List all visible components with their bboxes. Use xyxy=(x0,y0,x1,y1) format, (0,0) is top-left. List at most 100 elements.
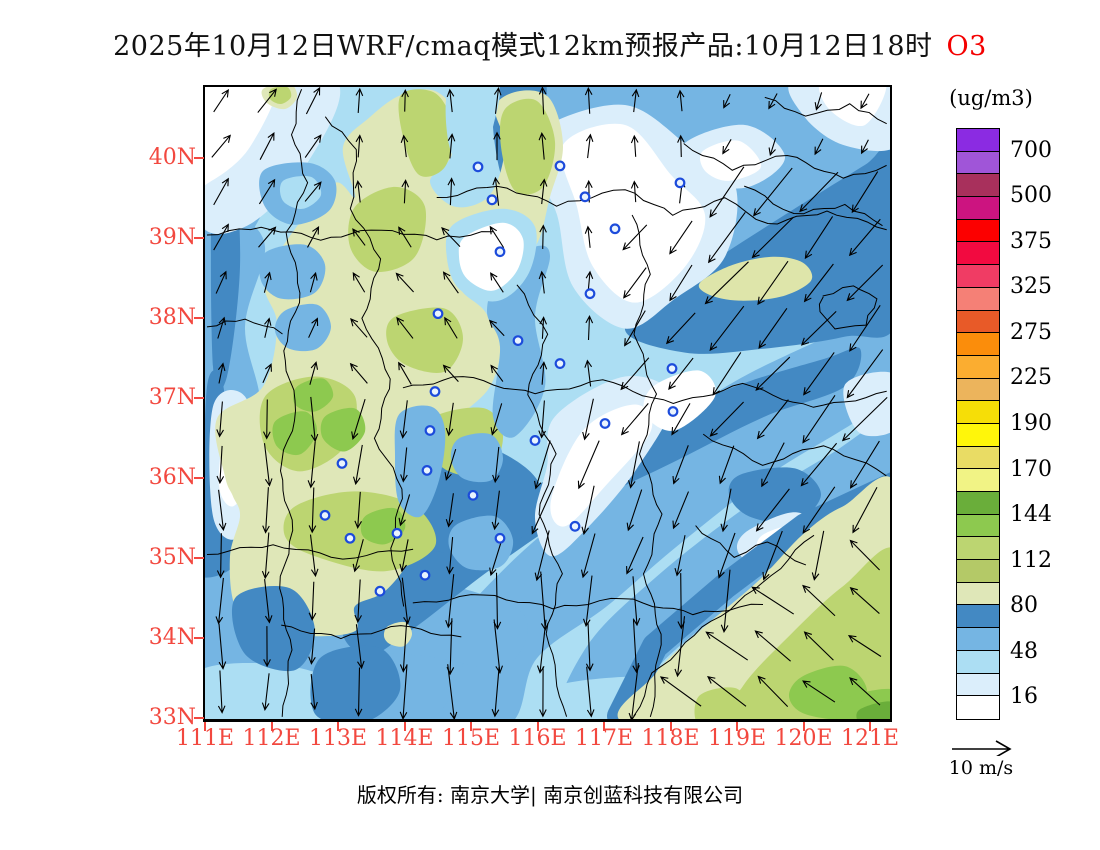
wind-vector-arrow xyxy=(217,362,226,384)
wind-vector-arrow xyxy=(401,179,410,204)
wind-vector-arrow xyxy=(723,94,731,109)
wind-vector-arrow xyxy=(396,316,414,339)
province-boundary-line xyxy=(818,285,878,330)
wind-vector-arrow xyxy=(264,317,272,338)
contour-ring-marker xyxy=(554,160,566,172)
wind-vector-arrow xyxy=(585,621,594,672)
wind-vector-arrow xyxy=(213,88,229,113)
map-region xyxy=(293,378,334,412)
map-region xyxy=(205,662,338,719)
map-region xyxy=(694,687,751,719)
wind-vector-arrow xyxy=(350,317,368,338)
wind-vector-arrow xyxy=(802,486,836,534)
contour-ring-marker xyxy=(391,527,403,539)
wind-vector-arrow xyxy=(217,316,226,339)
wind-vector-arrow xyxy=(263,399,271,440)
wind-vector-arrow xyxy=(584,359,593,387)
wind-vector-arrow xyxy=(304,134,322,158)
wind-vector-arrow xyxy=(399,539,409,573)
wind-vector-arrow xyxy=(756,399,789,440)
wind-vector-arrow xyxy=(577,440,600,490)
wind-vector-arrow xyxy=(674,616,686,678)
map-region xyxy=(231,585,316,672)
wind-vector-arrow xyxy=(217,670,226,714)
wind-vector-arrow xyxy=(709,305,745,352)
wind-vector-arrow xyxy=(632,576,641,627)
wind-vector-arrow xyxy=(491,666,500,718)
map-region xyxy=(310,645,401,719)
wind-vector-arrow xyxy=(861,139,869,155)
colorbar-segment xyxy=(957,265,999,288)
wind-vector-arrow xyxy=(707,676,747,707)
lat-tick-mark xyxy=(194,237,204,239)
wind-vector-arrow xyxy=(490,403,503,436)
lat-tick-label: 39N xyxy=(148,225,196,250)
lat-tick-label: 38N xyxy=(148,305,196,330)
contour-ring-marker xyxy=(421,465,433,476)
contour-ring-marker xyxy=(554,358,566,369)
wind-vector-arrow xyxy=(352,272,366,293)
province-boundary-line xyxy=(281,624,462,640)
colorbar-segment xyxy=(957,287,999,311)
contour-ring-marker xyxy=(667,406,679,417)
lon-tick-mark xyxy=(869,722,871,731)
wind-vector-arrow xyxy=(630,134,639,157)
wind-vector-arrow xyxy=(707,211,746,264)
wind-vector-arrow xyxy=(309,361,319,385)
map-region xyxy=(560,123,706,303)
lat-tick-label: 35N xyxy=(148,545,196,570)
wind-vector-arrow xyxy=(659,676,702,707)
wind-vector-arrow xyxy=(216,401,224,438)
wind-vector-arrow xyxy=(308,317,319,338)
colorbar-segment xyxy=(957,242,999,266)
lat-tick-mark xyxy=(194,637,204,639)
colorbar-value-label: 48 xyxy=(1010,638,1038,664)
wind-vector-arrow xyxy=(800,310,837,346)
wind-vector-arrow xyxy=(669,264,693,302)
lat-tick-mark xyxy=(194,397,204,399)
wind-vector-arrow xyxy=(308,487,317,534)
wind-vector-arrow xyxy=(211,134,231,158)
wind-vector-arrow xyxy=(624,310,646,347)
title-pollutant-o3: O3 xyxy=(946,31,987,62)
wind-scale-arrow-icon xyxy=(952,740,1012,756)
colorbar-value-label: 190 xyxy=(1010,411,1052,436)
wind-vector-arrow xyxy=(218,489,227,532)
wind-vector-arrow xyxy=(304,181,322,202)
colorbar-segment xyxy=(957,673,999,697)
wind-vector-arrow xyxy=(445,402,454,437)
wind-vector-arrow xyxy=(307,441,316,489)
lat-tick-label: 36N xyxy=(148,465,196,490)
wind-vector-arrow xyxy=(753,167,793,217)
wind-vector-arrow xyxy=(671,403,691,436)
colorbar-value-label: 375 xyxy=(1010,228,1052,254)
colorbar-value-label: 112 xyxy=(1010,547,1052,573)
wind-vector-arrow xyxy=(352,444,363,486)
wind-vector-arrow xyxy=(444,448,457,481)
wind-vector-arrow xyxy=(761,442,785,488)
lon-tick-mark xyxy=(536,722,539,731)
wind-vector-arrow xyxy=(669,220,693,255)
contour-ring-marker xyxy=(472,161,484,173)
contour-ring-marker xyxy=(429,386,441,397)
wind-vector-arrow xyxy=(631,88,640,113)
lon-tick-mark xyxy=(603,722,605,731)
wind-vector-arrow xyxy=(803,631,834,661)
map-region xyxy=(728,467,821,524)
colorbar-value-label: 170 xyxy=(1010,456,1052,482)
wind-vector-arrow xyxy=(538,400,546,439)
wind-vector-arrow xyxy=(709,166,745,218)
colorbar-units-label: (ug/m3) xyxy=(949,86,1033,110)
lon-tick-mark xyxy=(270,722,273,731)
lat-tick-label: 40N xyxy=(148,145,196,170)
wind-vector-arrow xyxy=(444,316,458,339)
map-region xyxy=(279,175,322,209)
wind-vector-arrow xyxy=(257,88,277,113)
wind-vector-arrow xyxy=(400,134,409,158)
colorbar-segment xyxy=(957,174,999,198)
wind-vector-arrow xyxy=(539,666,547,718)
wind-vector-arrow xyxy=(491,490,500,531)
wind-vector-arrow xyxy=(768,93,778,110)
colorbar-segment xyxy=(957,219,999,243)
province-boundary-line xyxy=(631,214,663,718)
